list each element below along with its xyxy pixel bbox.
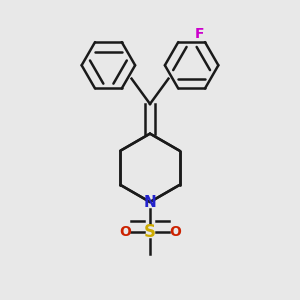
Text: O: O	[119, 225, 131, 239]
Text: F: F	[195, 27, 204, 41]
Text: O: O	[169, 225, 181, 239]
Text: S: S	[144, 223, 156, 241]
Text: N: N	[144, 194, 156, 209]
